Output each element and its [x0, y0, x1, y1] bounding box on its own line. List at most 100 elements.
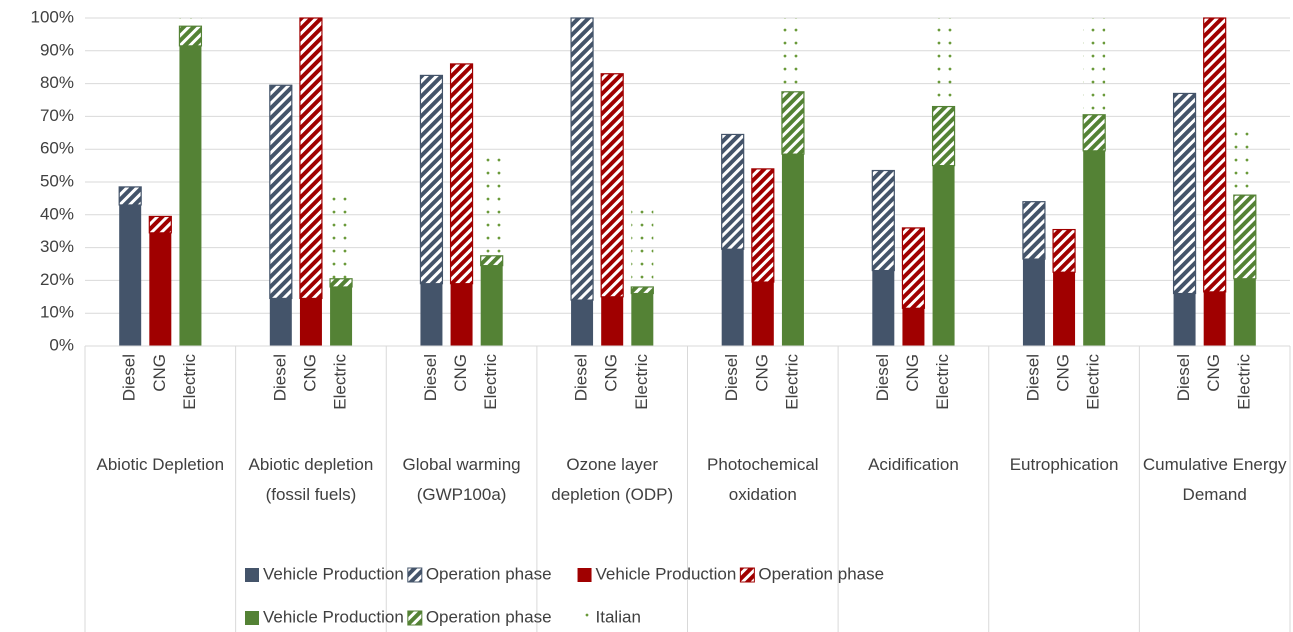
- bar-segment: [299, 298, 322, 346]
- bar-segment: [631, 293, 654, 346]
- x-sub-label: Electric: [481, 354, 500, 410]
- x-sub-label: CNG: [752, 354, 771, 392]
- bar-segment: [1203, 17, 1227, 293]
- legend-swatch: [245, 611, 259, 625]
- bar-segment: [1022, 201, 1046, 260]
- x-sub-label: Diesel: [120, 354, 139, 401]
- legend-swatch: [577, 568, 592, 582]
- bar-segment: [1233, 278, 1256, 346]
- x-sub-label: Electric: [632, 354, 651, 410]
- bar-segment: [450, 283, 473, 346]
- x-sub-label: Diesel: [421, 354, 440, 401]
- bar-segment: [721, 249, 744, 346]
- legend-swatch: [739, 567, 755, 583]
- y-tick-label: 100%: [31, 7, 74, 26]
- group-label: Cumulative Energy Demand: [1142, 455, 1287, 504]
- x-sub-label: CNG: [1054, 354, 1073, 392]
- bar-segment: [119, 204, 142, 346]
- bar-segment: [871, 169, 895, 272]
- bar-segment: [781, 18, 804, 92]
- y-tick-label: 40%: [40, 204, 74, 223]
- y-tick-label: 0%: [49, 335, 74, 354]
- bar-segment: [149, 232, 172, 346]
- bar-segment: [1173, 293, 1196, 346]
- bar-segment: [1083, 150, 1106, 346]
- x-sub-label: Electric: [1084, 354, 1103, 410]
- bar-segment: [449, 63, 474, 285]
- bar-segment: [1082, 114, 1106, 152]
- bar-segment: [1083, 18, 1106, 115]
- legend-label: Italian: [596, 607, 641, 626]
- bar-segment: [178, 25, 203, 47]
- bar-segment: [330, 286, 353, 346]
- legend-label: Operation phase: [758, 564, 884, 583]
- bar-segment: [269, 298, 292, 346]
- bar-segment: [1052, 228, 1076, 273]
- bar-segment: [1172, 92, 1197, 295]
- x-sub-label: CNG: [451, 354, 470, 392]
- bar-segment: [179, 18, 202, 27]
- bar-segment: [631, 204, 654, 287]
- legend-label: Operation phase: [426, 607, 552, 626]
- y-tick-label: 50%: [40, 171, 74, 190]
- group-label: Global warming (GWP100a): [402, 455, 521, 504]
- bar-segment: [419, 74, 444, 285]
- group-label: Eutrophication: [1009, 455, 1119, 474]
- bar-segment: [329, 278, 353, 288]
- bar-segment: [179, 45, 202, 346]
- x-sub-label: CNG: [150, 354, 169, 392]
- bar-segment: [902, 308, 925, 346]
- x-sub-label: CNG: [602, 354, 621, 392]
- x-sub-label: CNG: [1204, 354, 1223, 392]
- legend-swatch: [407, 567, 423, 583]
- bar-segment: [571, 300, 594, 346]
- y-tick-label: 90%: [40, 40, 74, 59]
- legend-swatch: [407, 610, 423, 626]
- group-label: Ozone layer depletion (ODP): [551, 455, 674, 504]
- y-tick-label: 80%: [40, 73, 74, 92]
- bar-segment: [781, 154, 804, 346]
- legend-label: Vehicle Production: [263, 607, 404, 626]
- x-sub-label: Electric: [1234, 354, 1253, 410]
- bar-segment: [148, 215, 172, 234]
- bar-segment: [600, 73, 624, 298]
- group-label: Abiotic depletion (fossil fuels): [248, 455, 374, 504]
- bar-segment: [1203, 291, 1226, 346]
- group-label: Abiotic Depletion: [96, 455, 225, 474]
- y-tick-label: 20%: [40, 270, 74, 289]
- bar-segment: [721, 133, 745, 250]
- x-sub-label: Diesel: [722, 354, 741, 401]
- x-sub-label: CNG: [300, 354, 319, 392]
- bar-segment: [118, 186, 142, 206]
- bar-segment: [872, 270, 895, 346]
- legend-label: Vehicle Production: [263, 564, 404, 583]
- bar-segment: [630, 286, 654, 295]
- legend-swatch: [245, 568, 259, 582]
- bar-segment: [751, 168, 775, 283]
- bar-segment: [299, 17, 323, 300]
- y-tick-label: 70%: [40, 106, 74, 125]
- bar-segment: [931, 105, 956, 167]
- y-tick-label: 30%: [40, 237, 74, 256]
- x-sub-label: Diesel: [572, 354, 591, 401]
- bar-segment: [480, 255, 504, 267]
- legend-swatch: [577, 611, 592, 625]
- group-label: Acidification: [868, 455, 959, 474]
- bar-segment: [480, 265, 503, 346]
- legend-label: Vehicle Production: [596, 564, 737, 583]
- x-sub-label: Electric: [782, 354, 801, 410]
- x-sub-label: Diesel: [1023, 354, 1042, 401]
- y-tick-label: 60%: [40, 139, 74, 158]
- bar-segment: [330, 191, 353, 279]
- bar-segment: [932, 165, 955, 346]
- bar-segment: [480, 149, 503, 256]
- bar-segment: [1233, 129, 1256, 196]
- x-sub-label: Diesel: [1174, 354, 1193, 401]
- bar-segment: [570, 17, 594, 301]
- bar-segment: [1233, 194, 1257, 280]
- x-sub-label: Electric: [933, 354, 952, 410]
- bar-segment: [932, 18, 955, 107]
- bar-segment: [751, 282, 774, 346]
- bar-segment: [601, 296, 624, 346]
